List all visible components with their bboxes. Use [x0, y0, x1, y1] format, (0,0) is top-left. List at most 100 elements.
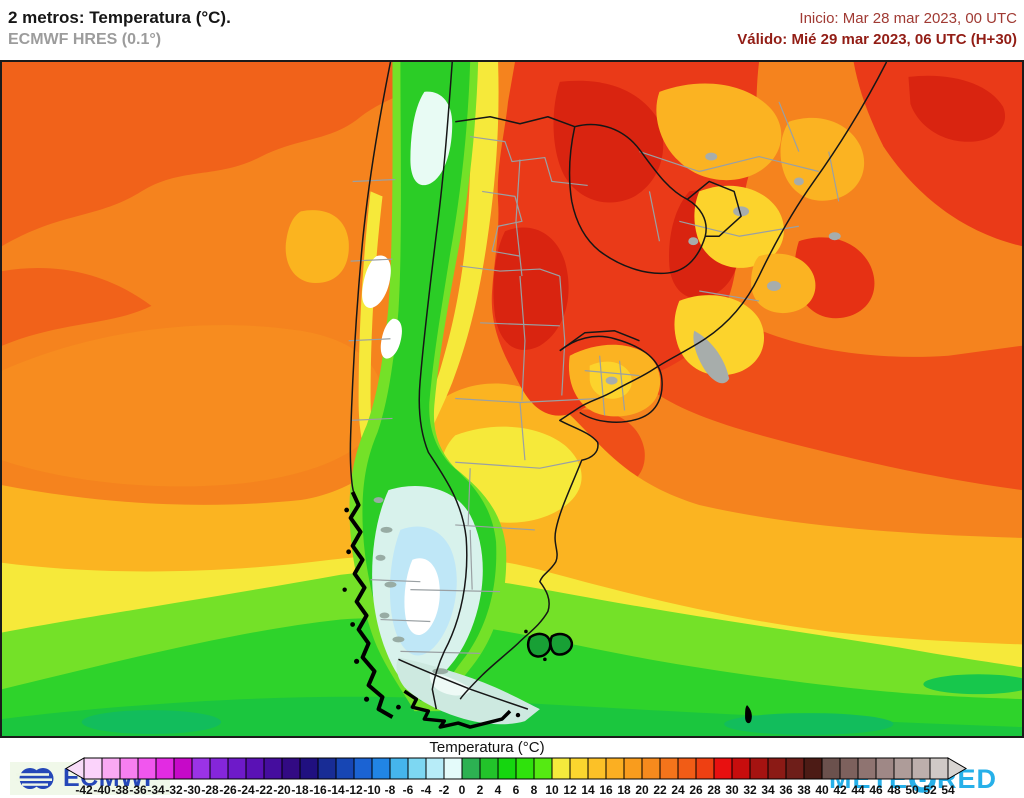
colorbar-cell [785, 757, 805, 780]
colorbar-cell [767, 757, 787, 780]
colorbar-cell [623, 757, 643, 780]
map-art [2, 62, 1022, 736]
colorbar-cell [317, 757, 337, 780]
colorbar-tick-label: 48 [887, 783, 901, 797]
colorbar-tick-label: -6 [403, 783, 414, 797]
colorbar-cell [83, 757, 103, 780]
colorbar-cell [245, 757, 265, 780]
colorbar-cell [299, 757, 319, 780]
colorbar-cell [731, 757, 751, 780]
colorbar-title: Temperatura (°C) [429, 739, 545, 756]
colorbar-cell [839, 757, 859, 780]
colorbar-cell [191, 757, 211, 780]
colorbar-cell [425, 757, 445, 780]
colorbar-cell [281, 757, 301, 780]
colorbar-cell [479, 757, 499, 780]
colorbar-tick-label: 46 [869, 783, 883, 797]
colorbar-cell [119, 757, 139, 780]
colorbar-tick-label: -40 [93, 783, 111, 797]
colorbar-cell [551, 757, 571, 780]
colorbar-cell [353, 757, 373, 780]
fjord-coastline [342, 491, 521, 729]
colorbar-tick-label: -18 [291, 783, 309, 797]
colorbar-cell [335, 757, 355, 780]
colorbar-cell [641, 757, 661, 780]
colorbar-tick-label: 24 [671, 783, 685, 797]
colorbar-cell [929, 757, 949, 780]
colorbar-svg: -42 -40 -38 -36 -34 -32 -30 -28 -26 -24 -22 -20 -18-… [65, 757, 967, 797]
colorbar-tick-label: 32 [743, 783, 757, 797]
header: 2 metros: Temperatura (°C). ECMWF HRES (… [0, 0, 1024, 60]
colorbar-tick-label: -10 [363, 783, 381, 797]
colorbar-tick-label: -4 [421, 783, 432, 797]
colorbar-tick-label: -16 [309, 783, 327, 797]
colorbar-right-arrow [947, 757, 967, 780]
colorbar-tick-label: -8 [385, 783, 396, 797]
colorbar-cell [497, 757, 517, 780]
colorbar-tick-label: 30 [725, 783, 739, 797]
colorbar-tick-label: -2 [439, 783, 450, 797]
colorbar-cell [695, 757, 715, 780]
colorbar-tick-label: -22 [255, 783, 273, 797]
colorbar-tick-label: -42 [75, 783, 93, 797]
colorbar-tick-label: 34 [761, 783, 775, 797]
colorbar-tick-label: 2 [477, 783, 484, 797]
colorbar-cell [515, 757, 535, 780]
colorbar-cell [263, 757, 283, 780]
colorbar-cell [533, 757, 553, 780]
colorbar-tick-label: 10 [545, 783, 559, 797]
colorbar-cell [569, 757, 589, 780]
colorbar-cell [209, 757, 229, 780]
colorbar-tick-label: -26 [219, 783, 237, 797]
colorbar-cell [713, 757, 733, 780]
colorbar-cell [821, 757, 841, 780]
colorbar-cell [137, 757, 157, 780]
colorbar-cell [587, 757, 607, 780]
colorbar-cell [443, 757, 463, 780]
colorbar-tick-label: 18 [617, 783, 631, 797]
colorbar-tick-label: -12 [345, 783, 363, 797]
colorbar-cell [875, 757, 895, 780]
colorbar-tick-label: -20 [273, 783, 291, 797]
colorbar-cell [101, 757, 121, 780]
colorbar-cell [911, 757, 931, 780]
colorbar-cell [605, 757, 625, 780]
colorbar-tick-label: 12 [563, 783, 577, 797]
brazil-uruguay-mottle [568, 83, 865, 417]
country-borders [349, 62, 888, 710]
colorbar-tick-label: -30 [183, 783, 201, 797]
colorbar-cell [659, 757, 679, 780]
colorbar-tick-label: 6 [513, 783, 520, 797]
colorbar-tick-label: 44 [851, 783, 865, 797]
colorbar-cell [677, 757, 697, 780]
colorbar-cell [173, 757, 193, 780]
model-subtitle: ECMWF HRES (0.1°) [8, 31, 162, 48]
colorbar-tick-label: 42 [833, 783, 847, 797]
map-title: 2 metros: Temperatura (°C). [8, 8, 231, 27]
colorbar-tick-label: 20 [635, 783, 649, 797]
colorbar-tick-label: 40 [815, 783, 829, 797]
colorbar-tick-label: 54 [941, 783, 955, 797]
colorbar-left-arrow [65, 757, 85, 780]
colorbar-tick-label: 16 [599, 783, 613, 797]
colorbar-tick-label: -14 [327, 783, 345, 797]
ecmwf-globe-icon [16, 768, 54, 789]
colorbar-tick-label: 38 [797, 783, 811, 797]
colorbar-tick-label: 22 [653, 783, 667, 797]
colorbar-tick-label: 8 [531, 783, 538, 797]
colorbar-tick-label: 52 [923, 783, 937, 797]
colorbar-tick-label: 36 [779, 783, 793, 797]
colorbar-tick-label: -28 [201, 783, 219, 797]
colorbar-cell [227, 757, 247, 780]
colorbar-cell [461, 757, 481, 780]
colorbar-cell [749, 757, 769, 780]
colorbar-tick-label: 14 [581, 783, 595, 797]
run-init-time: Inicio: Mar 28 mar 2023, 00 UTC [799, 10, 1017, 27]
colorbar-cell [893, 757, 913, 780]
colorbar-cell [389, 757, 409, 780]
colorbar-cell [857, 757, 877, 780]
colorbar-tick-label: -36 [129, 783, 147, 797]
province-borders [348, 101, 840, 654]
colorbar-cell [155, 757, 175, 780]
islands [524, 629, 752, 724]
